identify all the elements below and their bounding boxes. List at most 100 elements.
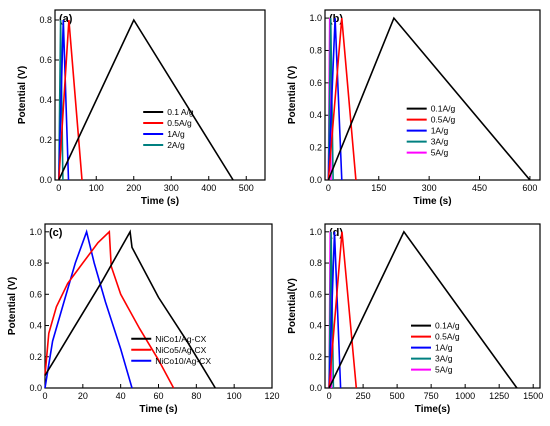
series-line — [58, 18, 234, 181]
y-tick-label: 0.2 — [29, 352, 42, 362]
x-tick-label: 80 — [191, 391, 201, 401]
x-tick-label: 100 — [227, 391, 242, 401]
plot-frame — [54, 9, 266, 181]
y-tick-label: 1.0 — [309, 227, 322, 237]
series-line — [327, 16, 531, 181]
panel-label: (b) — [329, 13, 343, 25]
y-tick-label: 0.4 — [309, 321, 322, 331]
y-tick-label: 0.4 — [309, 110, 322, 120]
x-tick-label: 1250 — [489, 391, 509, 401]
legend-label: 1A/g — [435, 343, 453, 353]
y-tick-label: 1.0 — [309, 13, 322, 23]
y-tick-label: 0.2 — [39, 135, 52, 145]
legend-label: NiCo1/Ag-CX — [155, 334, 206, 344]
x-tick-label: 200 — [126, 183, 141, 193]
chart-panel-d: 0 250 500 750 1000 1250 1500 0.0 0.2 0.4 0.6 0.8 1.0… — [287, 223, 543, 415]
panel-label: (c) — [49, 227, 63, 239]
x-tick-label: 500 — [390, 391, 405, 401]
x-axis-label: Time (s) — [413, 196, 451, 207]
legend-label: 2A/g — [167, 140, 185, 150]
y-tick-label: 0.4 — [29, 321, 42, 331]
legend-label: 1A/g — [431, 126, 449, 136]
series-line — [327, 18, 357, 181]
legend-label: 3A/g — [431, 137, 449, 147]
series-line — [44, 229, 216, 389]
legend-label: 0.1A/g — [435, 321, 460, 331]
legend: 0.1A/g0.5A/g1A/g3A/g5A/g — [411, 321, 460, 375]
y-tick-label: 0.6 — [29, 289, 42, 299]
x-tick-label: 150 — [371, 183, 386, 193]
x-tick-label: 750 — [424, 391, 439, 401]
series-line — [44, 229, 133, 389]
series-group — [58, 18, 234, 181]
x-tick-label: 100 — [89, 183, 104, 193]
chart-panel-b: 0 150 300 450 600 0.0 0.2 0.4 0.6 0.8 1.0 Time (s) P… — [287, 9, 541, 207]
x-tick-label: 450 — [472, 183, 487, 193]
y-tick-label: 0.0 — [309, 383, 322, 393]
legend-label: 0.1A/g — [431, 104, 456, 114]
y-tick-label: 0.2 — [309, 352, 322, 362]
x-axis-label: Time (s) — [139, 404, 177, 415]
y-tick-label: 0.2 — [309, 143, 322, 153]
x-tick-label: 120 — [264, 391, 279, 401]
legend-label: 0.5A/g — [167, 118, 192, 128]
x-tick-label: 1500 — [523, 391, 543, 401]
x-tick-label: 0 — [326, 183, 331, 193]
series-group — [327, 16, 531, 181]
y-tick-label: 0.6 — [309, 78, 322, 88]
legend-label: 3A/g — [435, 354, 453, 364]
legend-label: NiCo5/Ag-CX — [155, 345, 206, 355]
y-tick-label: 0.6 — [39, 55, 52, 65]
series-line — [328, 230, 518, 389]
x-tick-label: 60 — [153, 391, 163, 401]
legend-label: 5A/g — [435, 365, 453, 375]
x-tick-label: 40 — [116, 391, 126, 401]
legend-label: 0.5A/g — [431, 115, 456, 125]
y-tick-label: 0.0 — [29, 383, 42, 393]
series-line — [328, 231, 358, 389]
y-tick-label: 0.0 — [39, 175, 52, 185]
x-tick-label: 400 — [201, 183, 216, 193]
legend-label: NiCo10/Ag-CX — [155, 356, 211, 366]
x-tick-label: 500 — [239, 183, 254, 193]
x-tick-label: 0 — [327, 391, 332, 401]
series-line — [328, 231, 342, 389]
series-line — [58, 19, 70, 181]
x-tick-label: 300 — [164, 183, 179, 193]
series-line — [44, 230, 175, 389]
y-tick-label: 1.0 — [29, 227, 42, 237]
x-tick-label: 0 — [42, 391, 47, 401]
y-tick-label: 0.0 — [309, 175, 322, 185]
series-group — [44, 229, 216, 389]
y-tick-label: 0.6 — [309, 289, 322, 299]
x-tick-label: 300 — [422, 183, 437, 193]
y-axis-label: Potential(V) — [287, 278, 298, 334]
legend-label: 0.1 A/g — [167, 107, 194, 117]
x-axis-label: Time (s) — [141, 196, 179, 207]
legend-label: 5A/g — [431, 148, 449, 158]
legend: 0.1A/g0.5A/g1A/g3A/g5A/g — [406, 104, 456, 158]
y-tick-label: 0.8 — [39, 15, 52, 25]
plot-frame — [324, 9, 541, 181]
y-tick-label: 0.8 — [29, 258, 42, 268]
x-axis-label: Time(s) — [415, 404, 450, 415]
legend: 0.1 A/g0.5A/g1A/g2A/g — [143, 107, 194, 150]
y-tick-label: 0.8 — [309, 45, 322, 55]
y-axis-label: Potential (V) — [287, 66, 298, 124]
plot-frame — [324, 223, 541, 389]
y-axis-label: Potential (V) — [7, 277, 18, 335]
x-tick-label: 0 — [56, 183, 61, 193]
x-tick-label: 600 — [522, 183, 537, 193]
series-line — [58, 19, 83, 181]
series-line — [327, 18, 343, 181]
legend-label: 0.5A/g — [435, 332, 460, 342]
chart-panel-a: 0 100 200 300 400 500 0.0 0.2 0.4 0.6 0.8 Time (s) P… — [17, 9, 266, 207]
series-group — [328, 230, 518, 389]
legend-label: 1A/g — [167, 129, 185, 139]
chart-panel-c: 0 20 40 60 80 100 120 0.0 0.2 0.4 0.6 0.8 1.0 Time (s… — [7, 223, 280, 415]
y-axis-label: Potential (V) — [17, 66, 28, 124]
x-tick-label: 250 — [356, 391, 371, 401]
y-tick-label: 0.4 — [39, 95, 52, 105]
